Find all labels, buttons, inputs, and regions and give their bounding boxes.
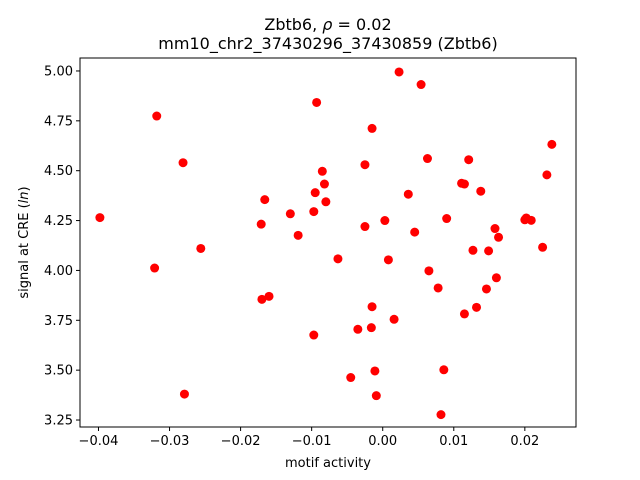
data-point-11 (293, 230, 303, 240)
x-tick-label: −0.03 (150, 434, 190, 449)
data-point-21 (353, 324, 363, 334)
data-point-44 (459, 309, 469, 319)
y-tick-label: 4.25 (44, 214, 73, 229)
x-axis-ticks: −0.04 −0.03 −0.02 −0.01 0.00 0.01 0.02 (79, 427, 539, 449)
data-point-48 (476, 186, 486, 196)
data-point-35 (416, 80, 426, 90)
data-point-1 (152, 111, 162, 121)
data-point-46 (468, 245, 478, 255)
data-point-17 (319, 179, 329, 189)
title-rho: ρ (322, 15, 332, 34)
data-point-14 (312, 97, 322, 107)
data-point-52 (491, 273, 501, 283)
data-point-26 (366, 323, 376, 333)
data-point-39 (436, 410, 446, 420)
y-tick-label: 3.75 (44, 314, 73, 329)
data-point-56 (526, 215, 536, 225)
data-point-16 (317, 166, 327, 176)
data-point-31 (389, 314, 399, 324)
x-tick-label: −0.04 (79, 434, 119, 449)
data-point-19 (333, 254, 343, 264)
y-tick-label: 3.25 (44, 414, 73, 429)
y-axis-ticks: 3.25 3.50 3.75 4.00 4.25 4.50 4.75 5.00 (44, 64, 80, 429)
data-point-45 (464, 155, 474, 165)
data-point-12 (309, 207, 319, 217)
data-point-59 (547, 139, 557, 149)
data-point-22 (360, 160, 370, 170)
data-point-25 (367, 302, 377, 312)
x-tick-label: 0.02 (510, 434, 539, 449)
data-point-58 (542, 170, 552, 180)
title-suffix: = 0.02 (332, 15, 391, 34)
y-axis-label-italic: ln (17, 191, 32, 203)
data-points (95, 67, 557, 420)
data-point-47 (472, 302, 482, 312)
x-tick-label: −0.02 (221, 434, 261, 449)
data-point-8 (257, 294, 267, 304)
data-point-23 (360, 222, 370, 232)
data-point-32 (394, 67, 404, 77)
y-tick-label: 4.00 (44, 264, 73, 279)
data-point-51 (490, 224, 500, 234)
data-point-15 (309, 330, 319, 340)
data-point-40 (439, 365, 449, 375)
chart-title-line2: mm10_chr2_37430296_37430859 (Zbtb6) (158, 34, 497, 54)
data-point-9 (264, 291, 274, 301)
x-tick-label: 0.01 (439, 434, 468, 449)
data-point-28 (371, 391, 381, 401)
y-tick-label: 4.50 (44, 164, 73, 179)
y-axis-label-suffix: ) (17, 186, 32, 191)
data-point-30 (383, 255, 393, 265)
data-point-34 (410, 227, 420, 237)
data-point-0 (95, 213, 105, 223)
x-tick-label: −0.01 (292, 434, 332, 449)
data-point-38 (433, 283, 443, 293)
data-point-57 (538, 242, 548, 252)
data-point-20 (346, 373, 356, 383)
y-tick-label: 5.00 (44, 64, 73, 79)
data-point-50 (484, 246, 494, 256)
y-tick-label: 3.50 (44, 364, 73, 379)
data-point-7 (260, 195, 270, 205)
plot-area (79, 57, 577, 428)
data-point-24 (367, 123, 377, 133)
data-point-27 (370, 366, 380, 376)
y-axis-label: signal at CRE (ln) (17, 186, 32, 298)
data-point-33 (403, 189, 413, 199)
title-prefix: Zbtb6, (264, 15, 322, 34)
data-point-49 (481, 284, 491, 294)
data-point-43 (459, 179, 469, 189)
data-point-41 (442, 214, 452, 224)
data-point-3 (178, 158, 188, 168)
data-point-10 (285, 209, 295, 219)
data-point-2 (150, 263, 160, 273)
data-point-36 (422, 154, 432, 164)
plot-frame (79, 57, 577, 428)
chart-title-line1: Zbtb6, ρ = 0.02 (264, 15, 391, 34)
data-point-37 (424, 266, 434, 276)
x-tick-label: 0.00 (368, 434, 397, 449)
x-axis-label: motif activity (285, 456, 371, 471)
data-point-5 (196, 243, 206, 253)
data-point-29 (380, 216, 390, 226)
data-point-4 (179, 389, 189, 399)
y-tick-label: 4.75 (44, 114, 73, 129)
data-point-13 (310, 188, 320, 198)
data-point-6 (256, 219, 266, 229)
y-axis-label-prefix: signal at CRE ( (17, 203, 32, 298)
data-point-18 (321, 197, 331, 207)
plot-background (80, 58, 576, 427)
data-point-53 (494, 232, 504, 242)
